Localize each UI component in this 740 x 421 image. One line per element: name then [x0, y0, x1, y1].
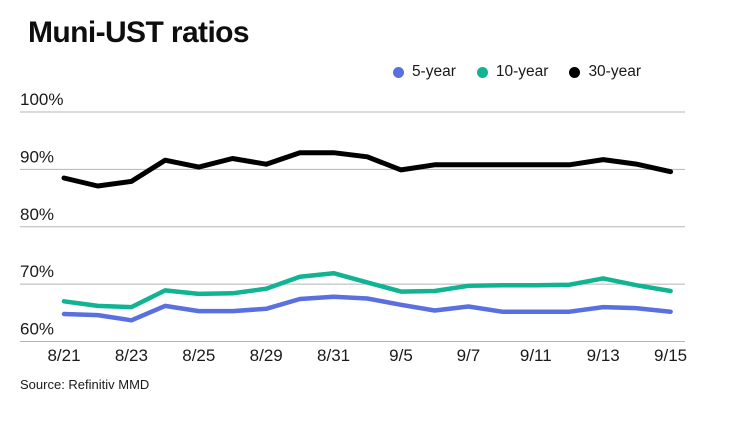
legend-label-10-year: 10-year — [495, 63, 549, 80]
series-line-5-year — [61, 294, 673, 323]
legend-item-5-year: 5-year — [392, 63, 456, 81]
x-tick-label: 9/7 — [457, 346, 481, 365]
x-tick-label: 9/5 — [389, 346, 413, 365]
series-line-30-year — [61, 150, 674, 189]
x-tick-label: 8/21 — [47, 346, 80, 365]
legend-item-10-year: 10-year — [476, 63, 549, 81]
series-line-10-year — [61, 270, 673, 310]
legend-label-30-year: 30-year — [588, 63, 641, 80]
x-tick-label: 8/29 — [250, 346, 283, 365]
legend-dot-10-year-icon — [476, 66, 488, 78]
y-tick-label: 80% — [20, 205, 54, 224]
legend-item-30-year: 30-year — [569, 63, 641, 81]
y-tick-label: 90% — [20, 147, 54, 166]
y-tick-label: 60% — [20, 320, 54, 339]
x-tick-label: 8/23 — [115, 346, 148, 365]
x-tick-label: 9/13 — [587, 346, 620, 365]
x-tick-label: 8/31 — [317, 346, 350, 365]
x-tick-label: 9/15 — [654, 346, 687, 365]
x-tick-label: 9/11 — [520, 346, 552, 365]
legend-dot-30-year-icon — [569, 66, 581, 78]
source-note: Source: Refinitiv MMD — [20, 377, 150, 392]
chart-legend: 5-year 10-year 30-year — [392, 63, 641, 81]
x-tick-label: 8/25 — [182, 346, 215, 365]
chart-title: Muni-UST ratios — [28, 16, 250, 49]
legend-label-5-year: 5-year — [411, 63, 456, 80]
y-tick-label: 70% — [20, 262, 54, 281]
legend-dot-5-year-icon — [392, 66, 404, 78]
y-tick-label: 100% — [20, 90, 63, 109]
